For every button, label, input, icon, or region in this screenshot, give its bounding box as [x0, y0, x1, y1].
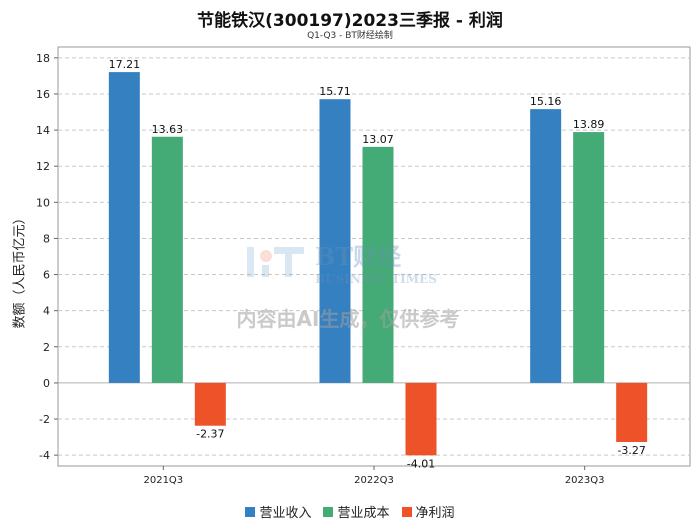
bar-revenue-2023Q3[interactable]	[530, 109, 562, 383]
y-tick-label: 0	[43, 377, 50, 390]
data-label-cost-2023Q3: 13.89	[573, 118, 605, 131]
legend: 营业收入 营业成本 净利润	[0, 502, 700, 521]
legend-label-cost: 营业成本	[337, 506, 390, 521]
y-tick-label: 4	[43, 305, 50, 318]
legend-label-revenue: 营业收入	[259, 506, 312, 521]
legend-item-revenue[interactable]: 营业收入	[245, 502, 311, 521]
data-label-revenue-2023Q3: 15.16	[530, 95, 562, 108]
legend-swatch-revenue	[245, 506, 256, 517]
chart-subtitle: Q1-Q3 - BT财经绘制	[307, 31, 393, 41]
data-label-cost-2021Q3: 13.63	[152, 123, 184, 136]
bar-cost-2023Q3[interactable]	[573, 132, 605, 383]
y-tick-label: 8	[43, 232, 50, 245]
y-tick-label: -2	[39, 413, 50, 426]
x-tick-label: 2023Q3	[565, 475, 605, 486]
y-tick-label: 6	[43, 269, 50, 282]
data-label-profit-2021Q3: -2.37	[196, 428, 224, 441]
bar-revenue-2022Q3[interactable]	[319, 99, 351, 383]
bar-revenue-2021Q3[interactable]	[108, 72, 140, 383]
data-label-cost-2022Q3: 13.07	[362, 133, 394, 146]
x-tick-label: 2022Q3	[354, 475, 394, 486]
legend-item-profit[interactable]: 净利润	[401, 502, 455, 521]
legend-item-cost[interactable]: 营业成本	[323, 502, 390, 521]
y-tick-label: 10	[36, 196, 50, 209]
bar-profit-2022Q3[interactable]	[405, 382, 437, 456]
legend-label-profit: 净利润	[415, 506, 455, 521]
legend-swatch-profit	[401, 506, 412, 517]
chart-title: 节能铁汉(300197)2023三季报 - 利润	[197, 11, 503, 31]
y-tick-label: -4	[39, 449, 50, 462]
bar-cost-2022Q3[interactable]	[362, 146, 394, 383]
legend-swatch-cost	[323, 506, 334, 517]
bar-profit-2021Q3[interactable]	[194, 382, 226, 426]
y-tick-label: 12	[36, 160, 50, 173]
x-tick-label: 2021Q3	[143, 475, 183, 486]
bar-profit-2023Q3[interactable]	[616, 382, 648, 442]
y-tick-label: 2	[43, 341, 50, 354]
bar-cost-2021Q3[interactable]	[151, 136, 183, 383]
data-label-revenue-2021Q3: 17.21	[109, 58, 141, 71]
data-label-revenue-2022Q3: 15.71	[319, 85, 351, 98]
y-tick-label: 18	[36, 52, 50, 65]
data-label-profit-2022Q3: -4.01	[407, 457, 435, 470]
y-tick-label: 14	[36, 124, 50, 137]
y-tick-label: 16	[36, 88, 50, 101]
data-label-profit-2023Q3: -3.27	[617, 444, 645, 457]
